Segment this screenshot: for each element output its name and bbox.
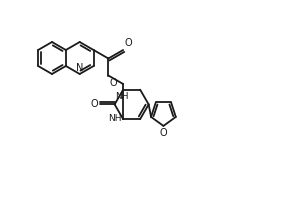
Text: O: O [124, 38, 132, 48]
Text: O: O [110, 77, 117, 88]
Text: N: N [76, 63, 83, 73]
Text: O: O [90, 99, 98, 109]
Text: NH: NH [108, 114, 121, 123]
Text: O: O [160, 128, 167, 138]
Text: NH: NH [116, 92, 129, 101]
